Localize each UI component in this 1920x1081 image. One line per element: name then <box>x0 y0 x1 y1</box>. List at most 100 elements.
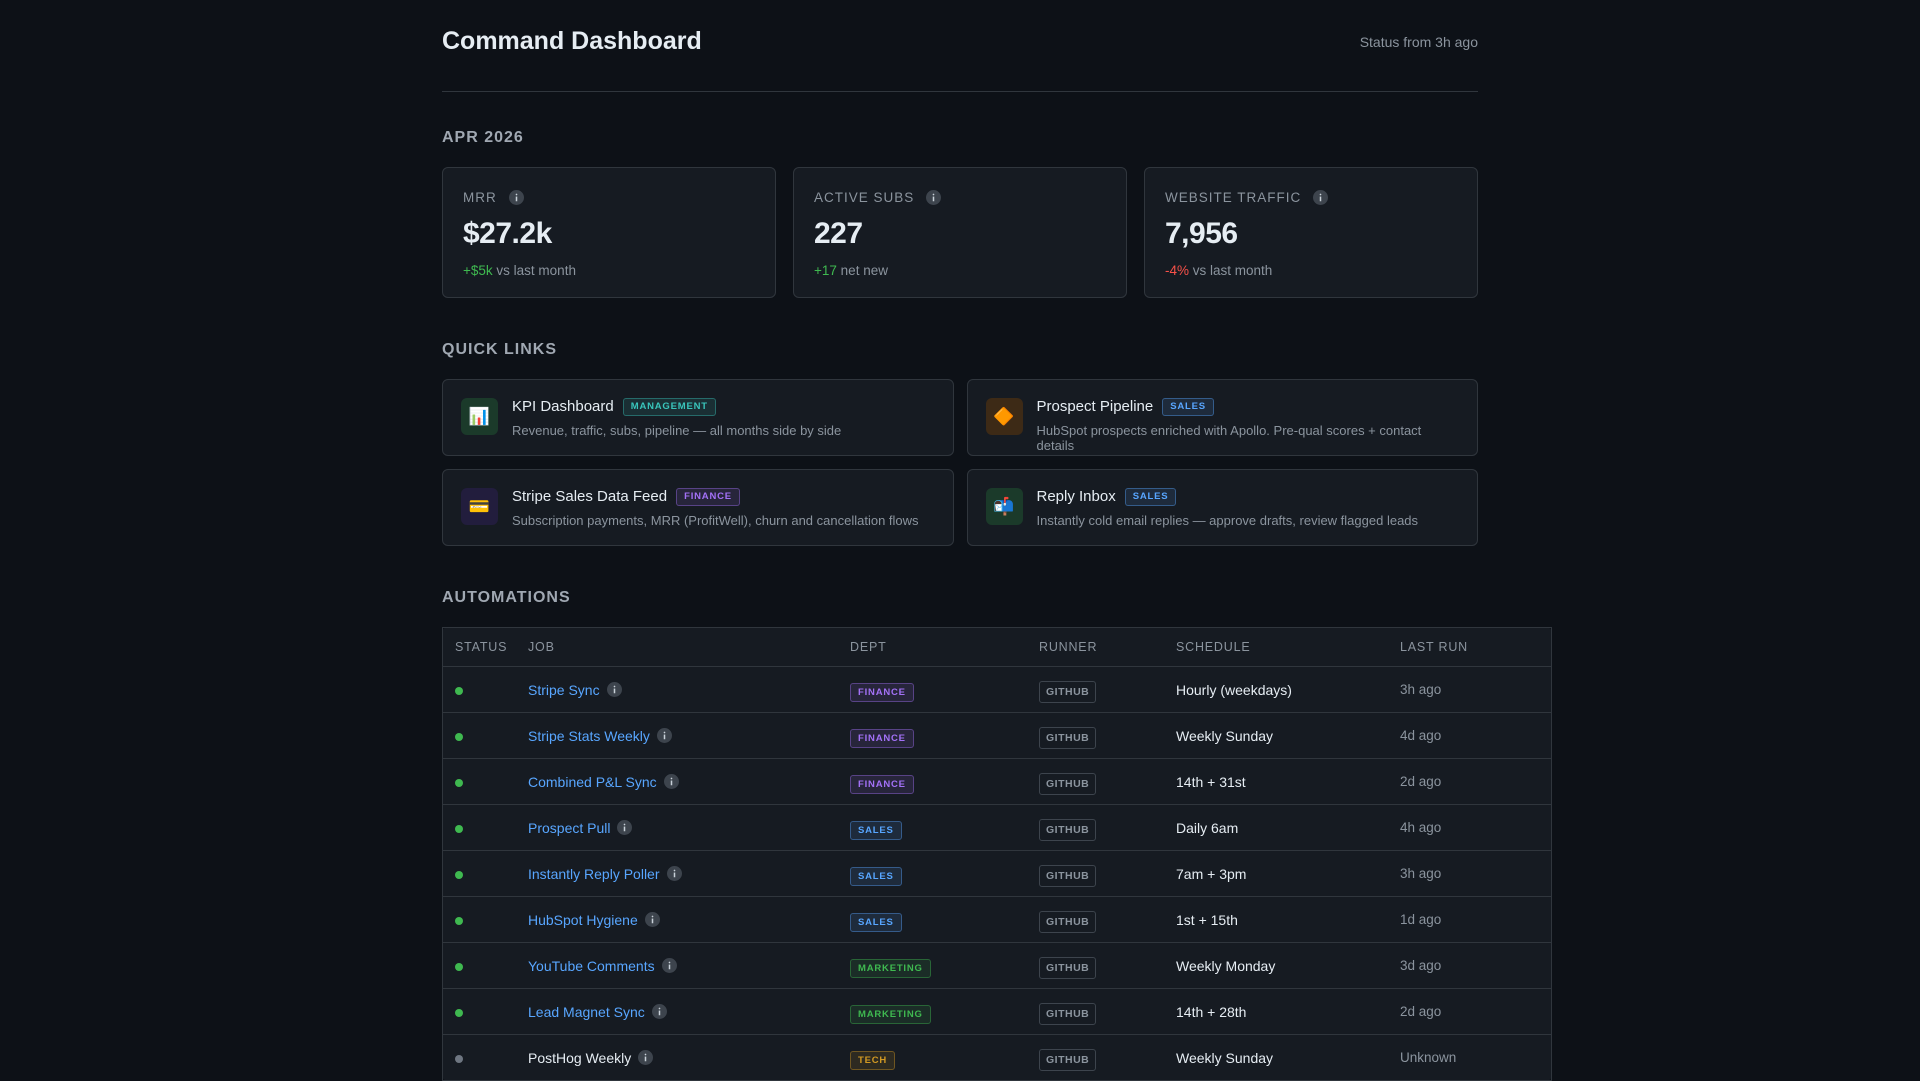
link-card[interactable]: 💳 Stripe Sales Data Feed FINANCE Subscripti… <box>442 469 954 546</box>
metric-label-row: WEBSITE TRAFFIC <box>1165 190 1457 205</box>
column-header: DEPT <box>838 627 1027 667</box>
schedule: Weekly Sunday <box>1164 1034 1388 1081</box>
table-row: Combined P&L Sync FINANCE GITHUB 14th + 31s… <box>442 758 1552 805</box>
status-dot <box>455 732 463 741</box>
metric-note: net new <box>840 263 888 278</box>
link-description: HubSpot prospects enriched with Apollo. … <box>1036 422 1422 453</box>
table-body: Stripe Sync FINANCE GITHUB Hourly (weekdays… <box>442 666 1552 1081</box>
metric-card: WEBSITE TRAFFIC 7,956 -4% vs last month <box>1144 167 1478 298</box>
job-cell: HubSpot Hygiene <box>516 896 838 943</box>
link-card[interactable]: 📬 Reply Inbox SALES Instantly cold email re… <box>966 469 1478 546</box>
schedule: Daily 6am <box>1164 804 1388 851</box>
job-link[interactable]: Prospect Pull <box>528 819 611 836</box>
job-link[interactable]: YouTube Comments <box>528 957 655 974</box>
dept-cell: TECH <box>838 1034 1027 1081</box>
runner: GITHUB <box>1039 818 1097 841</box>
info-icon[interactable] <box>661 958 677 973</box>
table-row: Stripe Stats Weekly FINANCE GITHUB Weekly S… <box>442 712 1552 759</box>
tag: FINANCE <box>850 682 914 702</box>
metric-delta: +17 <box>814 263 837 278</box>
info-icon[interactable] <box>651 1004 667 1019</box>
link-card[interactable]: 📊 KPI Dashboard MANAGEMENT Revenue, traffic… <box>442 379 954 456</box>
status-cell <box>442 1034 516 1081</box>
job: YouTube Comments <box>528 958 677 974</box>
info-icon[interactable] <box>606 682 622 697</box>
job-link[interactable]: Stripe Sync <box>528 681 600 698</box>
runner-cell: GITHUB <box>1027 804 1164 851</box>
last-run: 2d ago <box>1388 988 1552 1035</box>
tag: MARKETING <box>850 958 931 978</box>
info-icon[interactable] <box>638 1050 654 1065</box>
metric-note-row: -4% vs last month <box>1165 263 1457 278</box>
job-link[interactable]: HubSpot Hygiene <box>528 911 638 928</box>
metric-card: MRR $27.2k +$5k vs last month <box>442 167 776 298</box>
metric-note-row: +17 net new <box>814 263 1106 278</box>
tag: SALES <box>850 820 902 840</box>
metric-value: 227 <box>814 217 863 250</box>
status-text: Status from 3h ago <box>1359 33 1478 50</box>
runner: GITHUB <box>1039 910 1097 933</box>
status-dot <box>455 916 463 925</box>
status-dot <box>455 870 463 879</box>
link-icon: 💳 <box>461 488 498 525</box>
info-icon[interactable] <box>926 190 942 205</box>
info-icon[interactable] <box>656 728 672 743</box>
info-icon[interactable] <box>508 190 524 205</box>
status-dot <box>455 824 463 833</box>
status-cell <box>442 942 516 989</box>
title: Command Dashboard <box>442 27 702 55</box>
tag: FINANCE <box>850 774 914 794</box>
info-icon[interactable] <box>644 912 660 927</box>
tag: SALES <box>1162 398 1214 416</box>
column-header: LAST RUN <box>1388 627 1552 667</box>
schedule: 14th + 28th <box>1164 988 1388 1035</box>
link-body: Reply Inbox SALES Instantly cold email rep… <box>1037 488 1418 528</box>
dept-cell: SALES <box>838 896 1027 943</box>
tag: TECH <box>850 1050 896 1070</box>
runner: GITHUB <box>1039 864 1097 887</box>
job: Stripe Sync <box>528 682 622 698</box>
section-heading: APR 2026 <box>442 129 524 146</box>
metrics: MRR $27.2k +$5k vs last month ACTIVE SUBS 22… <box>442 167 1478 298</box>
automations-table: STATUS JOB DEPT RUNNER SCHEDULE LAST RUN Strip… <box>442 627 1552 1081</box>
link-card[interactable]: 🔶 Prospect Pipeline SALES HubSpot prospects… <box>966 379 1478 456</box>
info-icon[interactable] <box>1313 190 1329 205</box>
status-cell <box>442 666 516 713</box>
dept-cell: MARKETING <box>838 988 1027 1035</box>
info-icon[interactable] <box>663 774 679 789</box>
metric-label: WEBSITE TRAFFIC <box>1165 190 1302 205</box>
job: Stripe Stats Weekly <box>528 728 672 744</box>
dept-cell: FINANCE <box>838 758 1027 805</box>
last-run: 3d ago <box>1388 942 1552 989</box>
job-link[interactable]: Instantly Reply Poller <box>528 865 660 882</box>
job-link[interactable]: Lead Magnet Sync <box>528 1003 645 1020</box>
schedule: Weekly Monday <box>1164 942 1388 989</box>
last-run: 2d ago <box>1388 758 1552 805</box>
info-icon[interactable] <box>666 866 682 881</box>
column-header: STATUS <box>442 627 516 667</box>
info-icon[interactable] <box>617 820 633 835</box>
tag: SALES <box>850 866 902 886</box>
link-icon: 📬 <box>985 488 1023 525</box>
dept-cell: FINANCE <box>838 712 1027 759</box>
link-title-row: Prospect Pipeline SALES <box>1037 398 1460 416</box>
status-dot <box>455 1054 463 1063</box>
metric-label: ACTIVE SUBS <box>814 190 915 205</box>
link-body: Stripe Sales Data Feed FINANCE Subscriptio… <box>512 488 919 528</box>
last-run: Unknown <box>1388 1034 1552 1081</box>
schedule: 1st + 15th <box>1164 896 1388 943</box>
status-dot <box>455 778 463 787</box>
job-link[interactable]: Stripe Stats Weekly <box>528 727 650 744</box>
schedule: Hourly (weekdays) <box>1164 666 1388 713</box>
job-cell: Stripe Stats Weekly <box>516 712 838 759</box>
link-icon: 🔶 <box>985 398 1023 435</box>
dept-cell: FINANCE <box>838 666 1027 713</box>
table-row: HubSpot Hygiene SALES GITHUB 1st + 15th 1d a… <box>442 896 1552 943</box>
schedule: 14th + 31st <box>1164 758 1388 805</box>
runner: GITHUB <box>1039 680 1097 703</box>
status-cell <box>442 988 516 1035</box>
runner: GITHUB <box>1039 726 1097 749</box>
job-link[interactable]: Combined P&L Sync <box>528 773 657 790</box>
link-description: Subscription payments, MRR (ProfitWell),… <box>512 512 919 528</box>
